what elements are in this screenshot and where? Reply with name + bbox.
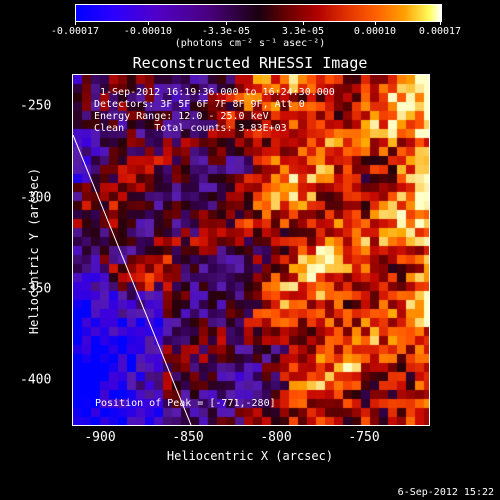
plot-title: Reconstructed RHESSI Image [132, 54, 368, 72]
x-tick-label: -800 [260, 430, 292, 445]
solar-image-frame: 1-Sep-2012 16:19:36.000 to 16:24:30.000 … [72, 74, 430, 426]
colorbar-tick-label: 3.3e-05 [281, 26, 325, 37]
y-tick-label: -400 [20, 372, 52, 388]
colorbar-tick [440, 21, 441, 25]
colorbar-tick-label: -0.00010 [123, 26, 173, 37]
solar-limb-line [73, 134, 192, 425]
x-tick-label: -850 [172, 430, 204, 445]
colorbar-units: (photons cm⁻² s⁻¹ asec⁻²) [174, 38, 326, 49]
time-range: 1-Sep-2012 16:19:36.000 to 16:24:30.000 [100, 87, 335, 98]
x-tick-label: -750 [348, 430, 380, 445]
colorbar-tick-label: 0.00010 [353, 26, 397, 37]
colorbar-tick-label: -3.3e-05 [201, 26, 251, 37]
detectors-text: Detectors: 3F 5F 6F 7F 8F 9F, Att 0 [94, 99, 305, 110]
energy-text: Energy Range: 12.0 - 25.0 keV [94, 111, 269, 122]
clean-text: Clean Total counts: 3.83E+03 [94, 123, 287, 134]
colorbar-tick-label: 0.00017 [418, 26, 462, 37]
y-axis-label: Heliocentric Y (arcsec) [27, 167, 41, 335]
y-tick-label: -250 [20, 98, 52, 114]
y-tick-label: -350 [20, 281, 52, 297]
rhessi-image [73, 75, 429, 425]
colorbar [75, 4, 442, 22]
y-tick-label: -300 [20, 190, 52, 206]
colorbar-tick [303, 21, 304, 25]
colorbar-tick [226, 21, 227, 25]
colorbar-tick [375, 21, 376, 25]
colorbar-tick [148, 21, 149, 25]
colorbar-tick-label: -0.00017 [50, 26, 100, 37]
limb-overlay [73, 134, 192, 425]
peak-position: Position of Peak = [-771,-280] [95, 398, 276, 409]
x-axis-label: Heliocentric X (arcsec) [166, 449, 334, 463]
footer-date: 6-Sep-2012 15:22 [397, 487, 494, 498]
colorbar-tick [75, 21, 76, 25]
x-tick-label: -900 [84, 430, 116, 445]
